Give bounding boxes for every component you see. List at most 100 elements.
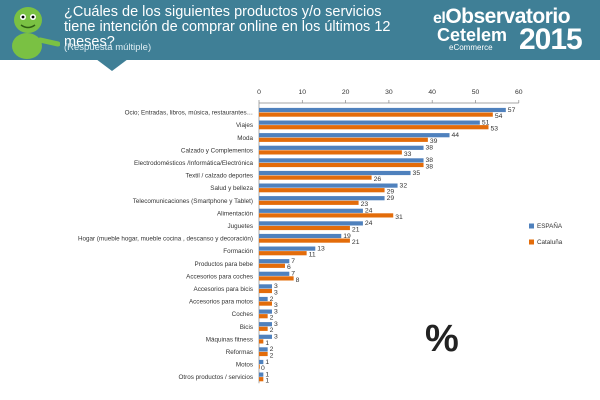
data-label: 13 — [317, 245, 325, 252]
data-label: 7 — [291, 271, 295, 278]
data-label: 38 — [426, 157, 434, 164]
data-label: 3 — [274, 334, 278, 341]
data-label: 0 — [261, 365, 265, 372]
bar-cataluna — [259, 288, 272, 294]
category-label: Reformas — [226, 349, 253, 356]
data-label: 19 — [343, 233, 351, 240]
category-label: Formación — [223, 248, 253, 255]
bar-cataluna — [259, 137, 428, 142]
category-label: Electrodomésticos /Informática/Electróni… — [134, 160, 253, 167]
data-label: 2 — [270, 296, 274, 303]
bar-cataluna — [259, 301, 272, 306]
bar-cataluna — [259, 225, 350, 231]
data-label: 3 — [274, 289, 278, 296]
data-label: 21 — [352, 239, 360, 246]
category-label: Motos — [236, 362, 253, 369]
logo-line2: Cetelem — [437, 25, 508, 45]
category-label: Alimentación — [217, 210, 254, 217]
x-tick-label: 10 — [299, 89, 307, 96]
bar-cataluna — [259, 200, 359, 205]
x-tick-label: 60 — [515, 89, 523, 96]
data-label: 32 — [400, 182, 408, 189]
data-label: 38 — [426, 163, 434, 170]
data-label: 29 — [387, 189, 395, 196]
bar-espana — [259, 221, 363, 226]
bar-espana — [259, 183, 398, 188]
legend-label: ESPAÑA — [537, 221, 563, 230]
data-label: 3 — [274, 283, 278, 290]
data-label: 7 — [291, 258, 295, 265]
bar-cataluna — [259, 339, 264, 344]
bar-espana — [259, 170, 411, 176]
bar-cataluna — [259, 351, 268, 357]
bar-espana — [259, 271, 290, 276]
category-label: Otros productos / servicios — [178, 374, 253, 381]
data-label: 26 — [374, 176, 382, 183]
bar-espana — [259, 120, 480, 125]
data-label: 57 — [508, 107, 516, 114]
data-label: 54 — [495, 113, 503, 120]
bar-espana — [259, 133, 450, 138]
bar-espana — [259, 145, 424, 150]
data-label: 44 — [452, 132, 460, 139]
data-label: 3 — [274, 321, 278, 328]
category-label: Telecomunicaciones (Smartphone y Tablet) — [133, 198, 253, 205]
bar-cataluna — [259, 112, 493, 117]
bar-espana — [259, 107, 506, 113]
question-title: ¿Cuáles de los siguientes productos y/o … — [64, 4, 391, 50]
bar-espana — [259, 372, 264, 377]
bar-espana — [259, 158, 424, 163]
data-label: 31 — [395, 214, 403, 221]
bar-espana — [259, 196, 385, 201]
data-label: 53 — [490, 126, 498, 133]
category-label: Hogar (mueble hogar, mueble cocina , des… — [78, 236, 253, 243]
data-label: 3 — [274, 302, 278, 309]
bar-cataluna — [259, 188, 385, 193]
category-label: Accesorios para bicis — [194, 286, 254, 293]
data-label: 2 — [270, 352, 274, 359]
category-label: Viajes — [236, 122, 253, 129]
data-label: 39 — [430, 138, 438, 145]
logo-year: 2015 — [519, 23, 583, 56]
legend-swatch — [529, 223, 534, 229]
data-label: 6 — [287, 264, 291, 271]
logo-line1: Observatorio — [445, 5, 571, 28]
bar-cataluna — [259, 125, 489, 130]
bar-espana — [259, 259, 290, 264]
bar-espana — [259, 233, 342, 239]
bar-espana — [259, 322, 272, 327]
bar-espana — [259, 284, 272, 289]
bar-cataluna — [259, 314, 268, 319]
x-tick-label: 30 — [385, 89, 393, 96]
legend-swatch — [529, 239, 534, 245]
data-label: 51 — [482, 119, 490, 126]
data-label: 1 — [265, 371, 269, 378]
data-label: 1 — [265, 340, 269, 347]
data-label: 11 — [309, 252, 316, 259]
category-label: Salud y belleza — [210, 185, 253, 192]
category-label: Juguetes — [227, 223, 253, 230]
data-label: 29 — [387, 195, 395, 202]
bar-cataluna — [259, 251, 307, 256]
data-label: 2 — [270, 346, 274, 353]
data-label: 2 — [270, 315, 274, 322]
bar-espana — [259, 208, 363, 213]
bar-espana — [259, 246, 316, 251]
bar-cataluna — [259, 150, 402, 155]
bar-espana — [259, 334, 272, 339]
data-label: 8 — [296, 277, 300, 284]
x-tick-label: 40 — [428, 89, 436, 96]
data-label: 24 — [365, 208, 373, 215]
data-label: 38 — [426, 145, 434, 152]
mascot-icon — [12, 7, 60, 59]
logo-line3: eCommerce — [449, 43, 493, 52]
category-label: Coches — [232, 311, 253, 318]
category-label: Textil / calzado deportes — [185, 173, 253, 180]
category-label: Calzado y Complementos — [181, 147, 253, 154]
bar-espana — [259, 359, 264, 365]
question-subtitle: (Respuesta múltiple) — [64, 42, 152, 53]
category-label: Ocio; Entradas, libros, música, restaura… — [125, 110, 253, 117]
data-label: 23 — [361, 201, 369, 208]
logo-prefix: el — [433, 10, 446, 27]
